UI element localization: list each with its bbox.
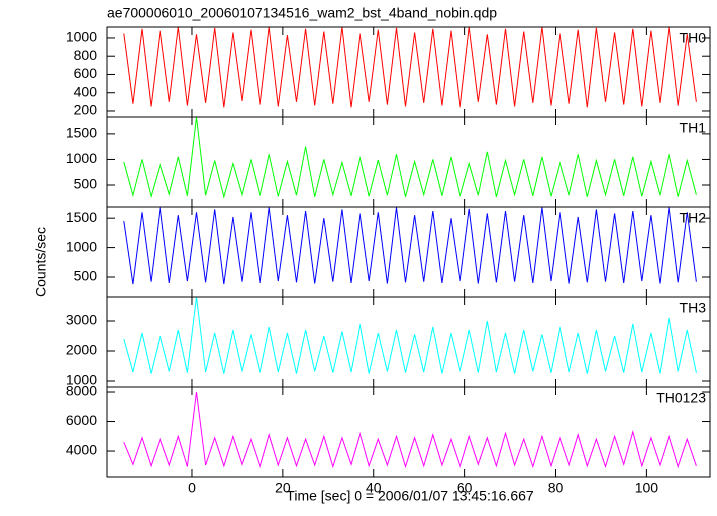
series-line bbox=[123, 391, 697, 469]
y-tick-label: 1500 bbox=[66, 209, 97, 225]
series-name: TH0 bbox=[680, 30, 707, 46]
y-tick-label: 200 bbox=[74, 102, 98, 118]
y-tick-label: 1000 bbox=[66, 238, 97, 254]
y-tick-label: 500 bbox=[74, 268, 98, 284]
series-line bbox=[123, 207, 697, 285]
series-name: TH3 bbox=[680, 300, 707, 316]
y-tick-label: 1000 bbox=[66, 29, 97, 45]
y-tick-label: 6000 bbox=[66, 412, 97, 428]
x-tick-label: 80 bbox=[548, 480, 564, 496]
y-tick-label: 1500 bbox=[66, 125, 97, 141]
y-tick-label: 600 bbox=[74, 65, 98, 81]
series-line bbox=[123, 296, 697, 374]
y-tick-label: 8000 bbox=[66, 383, 97, 399]
x-tick-label: 60 bbox=[457, 480, 473, 496]
x-tick-label: 0 bbox=[188, 480, 196, 496]
y-tick-label: 3000 bbox=[66, 312, 97, 328]
x-axis-label: Time [sec] 0 = 2006/01/07 13:45:16.667 bbox=[286, 488, 534, 504]
y-tick-label: 1000 bbox=[66, 372, 97, 388]
y-tick-label: 800 bbox=[74, 47, 98, 63]
series-name: TH1 bbox=[680, 120, 707, 136]
y-axis-label: Counts/sec bbox=[33, 227, 49, 297]
panel-frame bbox=[106, 116, 711, 208]
x-tick-label: 100 bbox=[635, 480, 659, 496]
x-tick-label: 40 bbox=[366, 480, 382, 496]
series-line bbox=[123, 116, 697, 199]
y-tick-label: 4000 bbox=[66, 442, 97, 458]
y-tick-label: 2000 bbox=[66, 342, 97, 358]
y-tick-label: 1000 bbox=[66, 150, 97, 166]
panel-frame bbox=[106, 296, 711, 388]
x-tick-label: 20 bbox=[275, 480, 291, 496]
series-name: TH2 bbox=[680, 210, 707, 226]
series-name: TH0123 bbox=[656, 390, 706, 406]
y-tick-label: 500 bbox=[74, 176, 98, 192]
y-tick-label: 400 bbox=[74, 83, 98, 99]
series-line bbox=[123, 26, 697, 108]
chart-title: ae700006010_20060107134516_wam2_bst_4ban… bbox=[107, 5, 497, 21]
panel-frame bbox=[106, 386, 711, 478]
